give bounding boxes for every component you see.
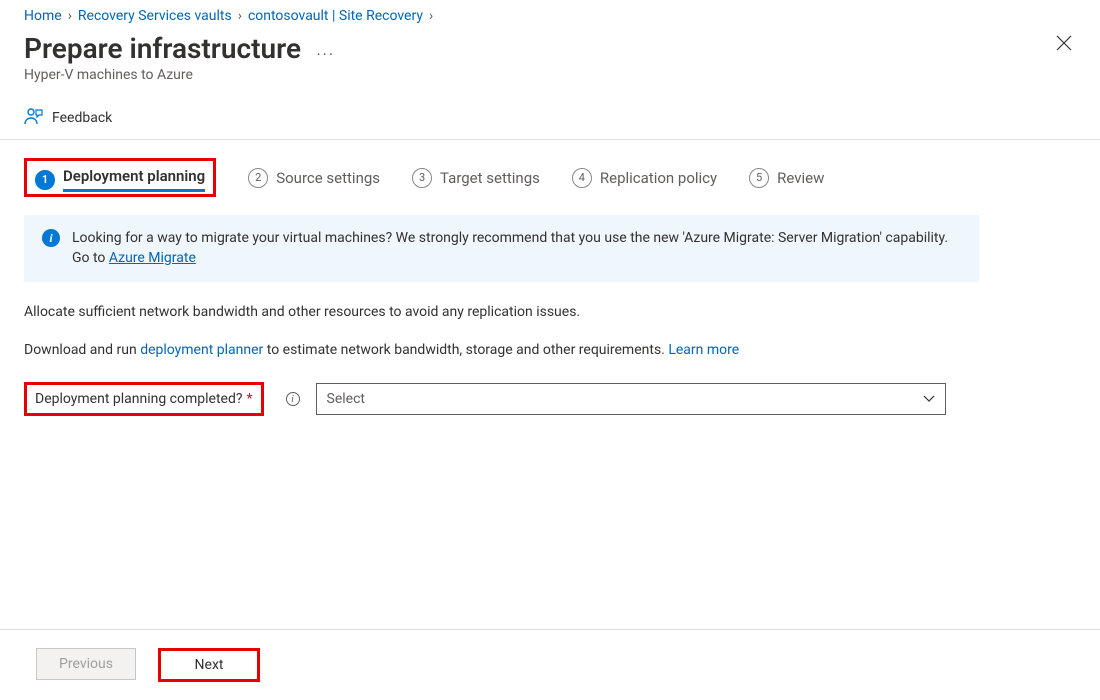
close-button[interactable] [1048, 28, 1080, 60]
breadcrumb-separator: › [429, 8, 433, 24]
close-icon [1056, 35, 1072, 51]
step-label: Deployment planning [63, 167, 205, 192]
highlight-form-label: Deployment planning completed? * [24, 382, 264, 416]
form-label: Deployment planning completed? [35, 391, 242, 407]
step-replication-policy[interactable]: 4 Replication policy [572, 168, 717, 188]
breadcrumb: Home › Recovery Services vaults › contos… [0, 0, 1100, 30]
step-target-settings[interactable]: 3 Target settings [412, 168, 540, 188]
breadcrumb-vaults[interactable]: Recovery Services vaults [78, 8, 232, 24]
paragraph-download: Download and run deployment planner to e… [24, 342, 984, 358]
info-message: Looking for a way to migrate your virtua… [72, 229, 961, 268]
next-button[interactable]: Next [161, 651, 257, 679]
more-menu-icon[interactable]: ··· [317, 45, 336, 64]
info-text: Looking for a way to migrate your virtua… [72, 230, 948, 266]
p2-before: Download and run [24, 342, 140, 358]
learn-more-link[interactable]: Learn more [668, 342, 739, 358]
required-mark: * [246, 391, 252, 407]
step-label: Replication policy [600, 169, 717, 187]
page-title: Prepare infrastructure [24, 32, 301, 65]
feedback-icon [24, 107, 44, 129]
step-number: 3 [412, 168, 432, 188]
step-review[interactable]: 5 Review [749, 168, 824, 188]
content-area: i Looking for a way to migrate your virt… [0, 197, 1100, 434]
breadcrumb-separator: › [68, 8, 72, 24]
step-number: 1 [35, 170, 55, 190]
wizard-footer: Previous Next [0, 629, 1100, 682]
select-placeholder: Select [327, 391, 365, 407]
previous-button: Previous [36, 648, 136, 680]
info-tooltip-icon[interactable]: i [286, 392, 300, 406]
info-icon: i [42, 229, 60, 247]
wizard-steps: 1 Deployment planning 2 Source settings … [0, 140, 1100, 197]
step-label: Target settings [440, 169, 540, 187]
breadcrumb-separator: › [238, 8, 242, 24]
azure-migrate-link[interactable]: Azure Migrate [109, 250, 196, 266]
planning-select[interactable]: Select [316, 383, 946, 415]
step-deployment-planning[interactable]: 1 Deployment planning [35, 167, 205, 192]
page-header: Prepare infrastructure ··· Hyper-V machi… [0, 30, 1100, 93]
step-source-settings[interactable]: 2 Source settings [248, 168, 380, 188]
highlight-next: Next [158, 648, 260, 682]
chevron-down-icon [923, 392, 935, 406]
form-row-planning: Deployment planning completed? * i Selec… [24, 382, 1076, 416]
step-number: 2 [248, 168, 268, 188]
feedback-bar[interactable]: Feedback [0, 99, 1100, 140]
info-banner: i Looking for a way to migrate your virt… [24, 215, 979, 282]
page-subtitle: Hyper-V machines to Azure [24, 67, 1076, 83]
paragraph-allocate: Allocate sufficient network bandwidth an… [24, 304, 984, 320]
p2-mid: to estimate network bandwidth, storage a… [263, 342, 668, 358]
breadcrumb-home[interactable]: Home [24, 8, 62, 24]
step-number: 5 [749, 168, 769, 188]
deployment-planner-link[interactable]: deployment planner [140, 342, 263, 358]
feedback-label: Feedback [52, 110, 112, 126]
step-label: Review [777, 169, 824, 187]
step-label: Source settings [276, 169, 380, 187]
step-number: 4 [572, 168, 592, 188]
highlight-step-1: 1 Deployment planning [24, 158, 216, 197]
breadcrumb-site-recovery[interactable]: contosovault | Site Recovery [248, 8, 423, 24]
